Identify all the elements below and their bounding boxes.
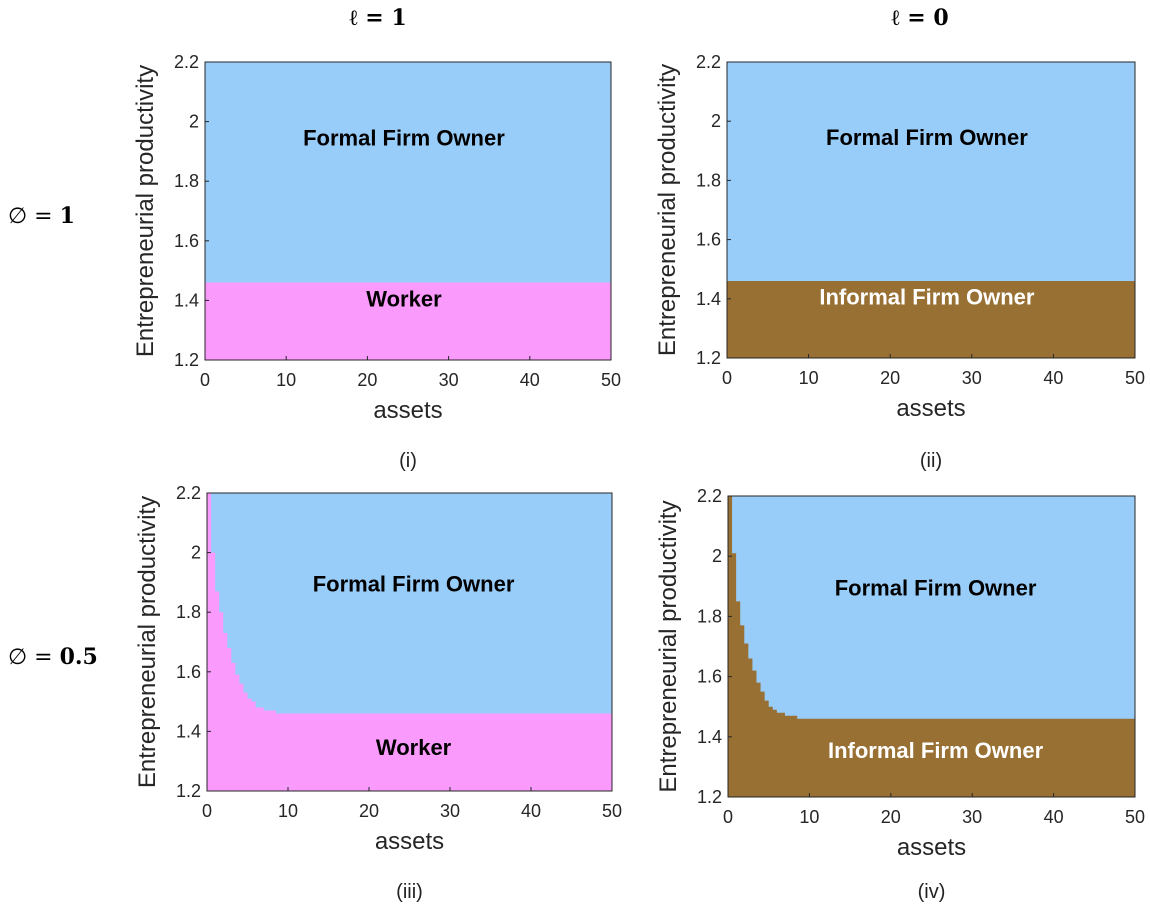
row-header-phi-0-5: ∅ = 0.5 [8,644,98,670]
y-tick-label: 1.2 [176,781,201,801]
y-tick-label: 2.2 [697,486,722,506]
region-label: Informal Firm Owner [819,285,1035,310]
x-tick-label: 10 [799,368,819,388]
y-tick-label: 1.6 [174,231,199,251]
region-label: Formal Firm Owner [313,571,515,596]
x-tick-label: 0 [202,801,212,821]
x-tick-label: 0 [722,368,732,388]
chart-panel-4: 0 10 20 30 40 50 1.2 1.4 1.6 1.8 2 2.2 assets Entrepr… [655,486,1145,903]
region-label: Informal Firm Owner [828,738,1044,763]
chart-panel-2: 0 10 20 30 40 50 1.2 1.4 1.6 1.8 2 2.2 assets Entrepr… [654,52,1145,472]
y-tick-label: 1.4 [176,721,201,741]
x-tick-label: 0 [200,370,210,390]
y-tick-label: 1.2 [174,350,199,370]
column-header-l1: ℓ = 1 [349,5,406,31]
plot-frame [726,61,1136,359]
x-tick-label: 30 [962,368,982,388]
region-formal-firm-owner [727,62,1135,282]
y-axis-label: Entrepreneurial productivity [134,496,161,788]
panel-caption: (i) [399,450,417,472]
x-tick-label: 10 [278,801,298,821]
y-tick-label: 1.2 [696,348,721,368]
region-label: Formal Firm Owner [835,575,1037,600]
y-axis-label: Entrepreneurial productivity [655,500,682,792]
region-label: Worker [366,286,442,311]
plot-frame [206,492,613,792]
y-tick-label: 2 [712,546,722,566]
x-axis-label: assets [896,395,965,422]
y-tick-label: 1.8 [696,170,721,190]
region-formal-firm-owner [207,493,612,714]
x-axis-label: assets [375,828,444,855]
x-tick-label: 30 [962,807,982,827]
y-tick-label: 2.2 [174,52,199,72]
y-tick-label: 2 [191,543,201,563]
chart-panel-3: 0 10 20 30 40 50 1.2 1.4 1.6 1.8 2 2.2 assets Entrepr… [134,483,622,903]
panel-caption: (ii) [920,450,942,472]
plot-frame [727,495,1136,798]
x-tick-label: 0 [723,807,733,827]
panel-caption: (iii) [396,881,423,903]
y-tick-label: 2.2 [696,52,721,72]
y-tick-label: 1.4 [696,289,721,309]
y-axis-label: Entrepreneurial productivity [132,65,159,357]
x-tick-label: 20 [881,807,901,827]
region-label: Formal Firm Owner [303,125,505,150]
region-formal-firm-owner [205,62,611,283]
y-tick-label: 1.8 [174,171,199,191]
region-label: Worker [376,735,452,760]
x-tick-label: 10 [276,370,296,390]
row-header-phi-1: ∅ = 1 [8,203,75,229]
x-tick-label: 20 [880,368,900,388]
x-tick-label: 10 [799,807,819,827]
x-tick-label: 40 [521,801,541,821]
x-tick-label: 50 [1125,368,1145,388]
x-tick-label: 20 [359,801,379,821]
y-axis-label: Entrepreneurial productivity [654,64,681,356]
x-tick-label: 40 [1044,807,1064,827]
y-tick-label: 2 [711,111,721,131]
x-tick-label: 30 [439,370,459,390]
y-tick-label: 1.6 [697,667,722,687]
x-tick-label: 20 [357,370,377,390]
x-tick-label: 30 [440,801,460,821]
region-formal-firm-owner [728,496,1135,719]
column-header-l0: ℓ = 0 [891,5,948,31]
x-axis-label: assets [373,397,442,424]
y-tick-label: 1.6 [696,230,721,250]
x-tick-label: 40 [520,370,540,390]
y-tick-label: 1.8 [697,606,722,626]
y-tick-label: 1.4 [697,727,722,747]
x-tick-label: 40 [1043,368,1063,388]
x-tick-label: 50 [1125,807,1145,827]
y-tick-label: 1.2 [697,787,722,807]
plot-frame [204,61,612,361]
y-tick-label: 1.8 [176,602,201,622]
region-label: Formal Firm Owner [826,125,1028,150]
y-tick-label: 2.2 [176,483,201,503]
y-tick-label: 1.6 [176,662,201,682]
x-axis-label: assets [897,834,966,861]
x-tick-label: 50 [602,801,622,821]
y-tick-label: 1.4 [174,290,199,310]
panel-caption: (iv) [918,881,946,903]
y-tick-label: 2 [189,112,199,132]
x-tick-label: 50 [601,370,621,390]
chart-panel-1: 0 10 20 30 40 50 1.2 1.4 1.6 1.8 2 2.2 assets Entrepr… [132,52,621,472]
